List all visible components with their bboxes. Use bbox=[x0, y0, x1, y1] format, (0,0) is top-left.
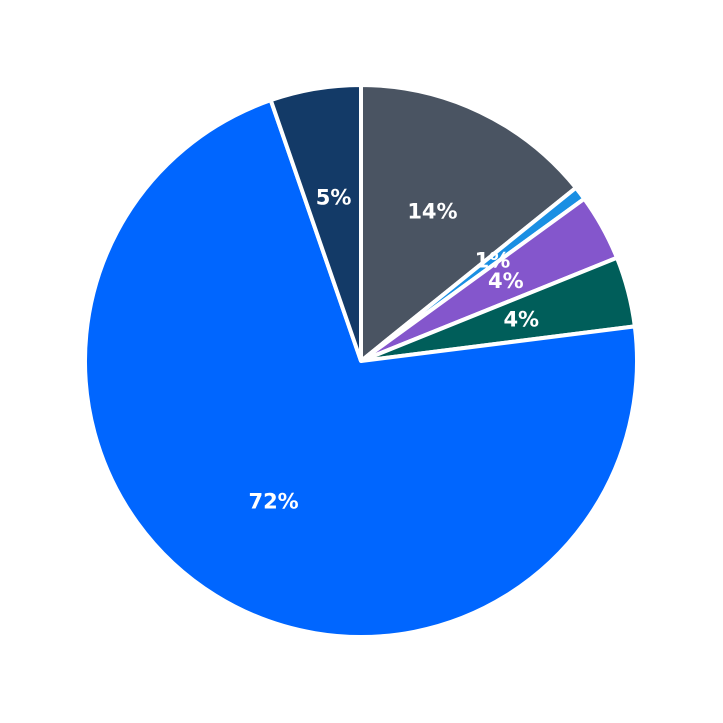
pie-slice-label-2: 1% bbox=[475, 248, 511, 272]
pie-slice-label-3: 4% bbox=[488, 269, 524, 293]
pie-slice-5 bbox=[83, 98, 639, 639]
pie-slice-1 bbox=[359, 83, 578, 363]
pie-slice-label-4: 4% bbox=[503, 307, 539, 331]
pie-slice-label-1: 14% bbox=[407, 200, 457, 224]
pie-slice-label-6: 5% bbox=[316, 186, 352, 210]
pie-slice-label-5: 72% bbox=[248, 490, 298, 514]
pie-labels: 14%1%4%4%72%5% bbox=[248, 186, 539, 514]
pie-slices bbox=[83, 83, 639, 639]
pie-slice-6 bbox=[268, 83, 363, 363]
